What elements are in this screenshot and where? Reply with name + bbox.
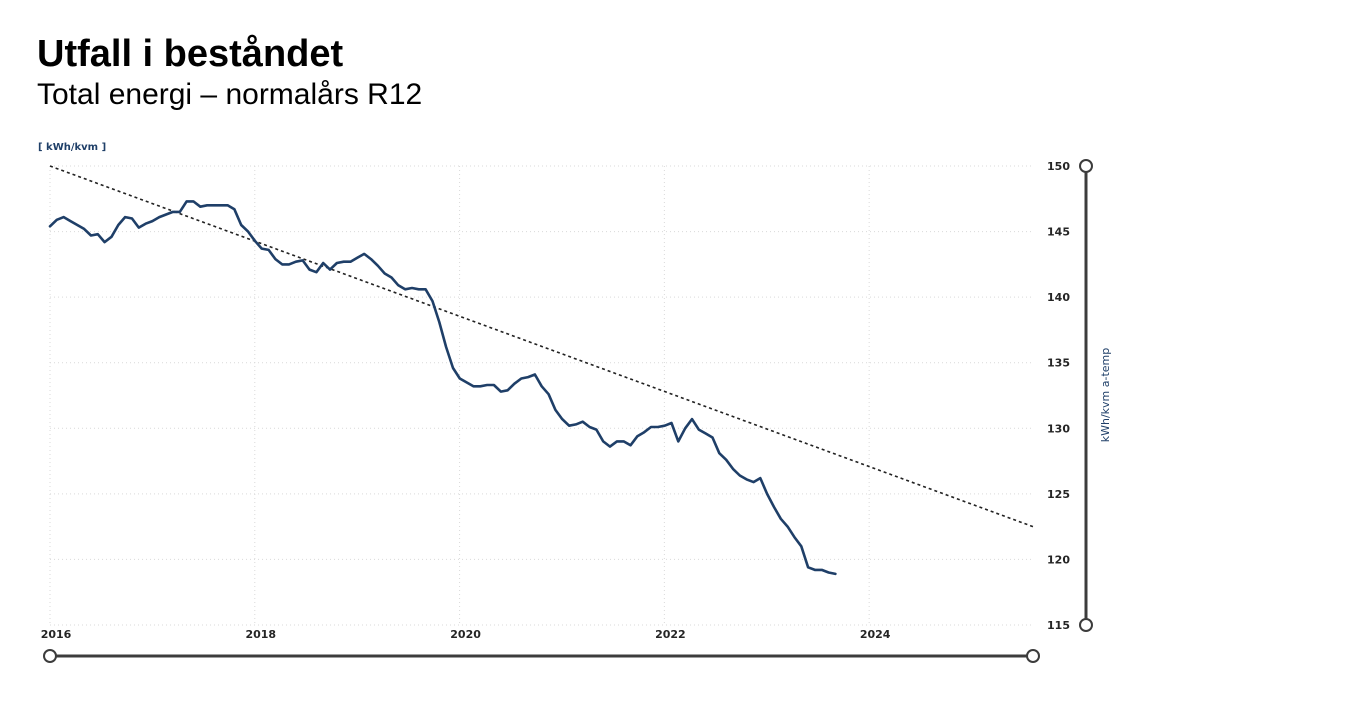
trend-layer [49, 165, 1034, 528]
horizontal-slider-left-handle[interactable] [43, 649, 57, 663]
x-tick-label: 2020 [450, 628, 481, 641]
y-tick-label: 135 [1047, 357, 1070, 370]
y-tick-label: 145 [1047, 226, 1070, 239]
grid [49, 165, 1033, 626]
horizontal-range-slider[interactable] [43, 649, 1040, 663]
y-tick-label: 115 [1047, 619, 1070, 632]
x-tick-label: 2018 [245, 628, 276, 641]
x-tick-label: 2016 [41, 628, 72, 641]
y-axis-title: kWh/kvm a-temp [1099, 348, 1112, 443]
vertical-range-slider[interactable] [1079, 159, 1093, 632]
y-unit-label: [ kWh/kvm ] [38, 142, 106, 153]
data-layer [48, 200, 837, 576]
page-subtitle: Total energi – normalårs R12 [37, 78, 423, 111]
series-line-total-energi [48, 200, 837, 576]
y-tick-label: 120 [1047, 553, 1070, 566]
x-ticks: 2016 2018 2020 2022 2024 [41, 628, 891, 641]
vertical-slider-top-handle[interactable] [1079, 159, 1093, 173]
y-ticks: 115 120 125 130 135 140 145 150 [1047, 160, 1070, 632]
trend-line [49, 165, 1034, 528]
y-tick-label: 130 [1047, 422, 1070, 435]
x-tick-label: 2022 [655, 628, 686, 641]
y-tick-label: 140 [1047, 291, 1070, 304]
horizontal-slider-right-handle[interactable] [1026, 649, 1040, 663]
y-tick-label: 150 [1047, 160, 1070, 173]
x-tick-label: 2024 [860, 628, 891, 641]
vertical-slider-bottom-handle[interactable] [1079, 618, 1093, 632]
y-tick-label: 125 [1047, 488, 1070, 501]
page-title: Utfall i beståndet [37, 33, 344, 75]
